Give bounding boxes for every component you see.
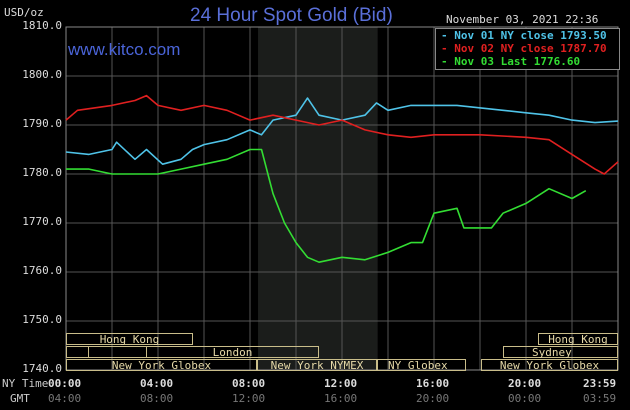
x-tick-gmt: 08:00 (140, 392, 174, 405)
legend-item-nov01: - Nov 01 NY close 1793.50 (441, 29, 607, 42)
series-line-2 (66, 148, 587, 263)
x-tick-gmt: 03:59 (583, 392, 617, 405)
y-tick-label: 1740.0 (22, 362, 62, 375)
x-tick-ny: 12:00 (324, 377, 358, 390)
x-tick-ny: 16:00 (416, 377, 450, 390)
y-tick-label: 1790.0 (22, 117, 62, 130)
ny-time-label: NY Time (2, 377, 49, 390)
x-tick-gmt: 12:00 (232, 392, 266, 405)
session-hong-kong-2: Hong Kong (538, 333, 618, 345)
x-tick-gmt: 04:00 (48, 392, 82, 405)
session-new-york-globex-2: New York Globex (481, 359, 618, 371)
x-tick-ny: 00:00 (48, 377, 82, 390)
session-new-york-nymex: New York NYMEX (257, 359, 377, 371)
series-line-1 (65, 94, 619, 175)
x-tick-ny: 20:00 (508, 377, 542, 390)
session-box (66, 346, 89, 358)
session-ny-globex: NY Globex (377, 359, 466, 371)
legend-item-nov02: - Nov 02 NY close 1787.70 (441, 42, 607, 55)
legend-item-nov03: - Nov 03 Last 1776.60 (441, 55, 581, 68)
session-sydney: Sydney (503, 346, 618, 358)
chart-title: 24 Hour Spot Gold (Bid) (190, 5, 393, 26)
timestamp: November 03, 2021 22:36 (446, 13, 599, 26)
series-line-0 (65, 97, 619, 165)
nymex-shaded-region (258, 27, 378, 370)
y-tick-label: 1810.0 (22, 19, 62, 32)
unit-label: USD/oz (4, 6, 44, 19)
x-tick-gmt: 16:00 (324, 392, 358, 405)
y-tick-label: 1750.0 (22, 313, 62, 326)
session-hong-kong: Hong Kong (66, 333, 193, 345)
y-tick-label: 1800.0 (22, 68, 62, 81)
x-tick-ny: 23:59 (583, 377, 617, 390)
website-label[interactable]: www.kitco.com (68, 40, 181, 59)
session-london: London (146, 346, 319, 358)
y-tick-label: 1780.0 (22, 166, 62, 179)
x-tick-ny: 04:00 (140, 377, 174, 390)
y-tick-label: 1760.0 (22, 264, 62, 277)
x-tick-gmt: 20:00 (416, 392, 450, 405)
x-tick-ny: 08:00 (232, 377, 266, 390)
x-tick-gmt: 00:00 (508, 392, 542, 405)
y-tick-label: 1770.0 (22, 215, 62, 228)
gmt-label: GMT (10, 392, 30, 405)
session-new-york-globex: New York Globex (66, 359, 257, 371)
session-box (88, 346, 147, 358)
legend: - Nov 01 NY close 1793.50 - Nov 02 NY cl… (435, 28, 620, 70)
